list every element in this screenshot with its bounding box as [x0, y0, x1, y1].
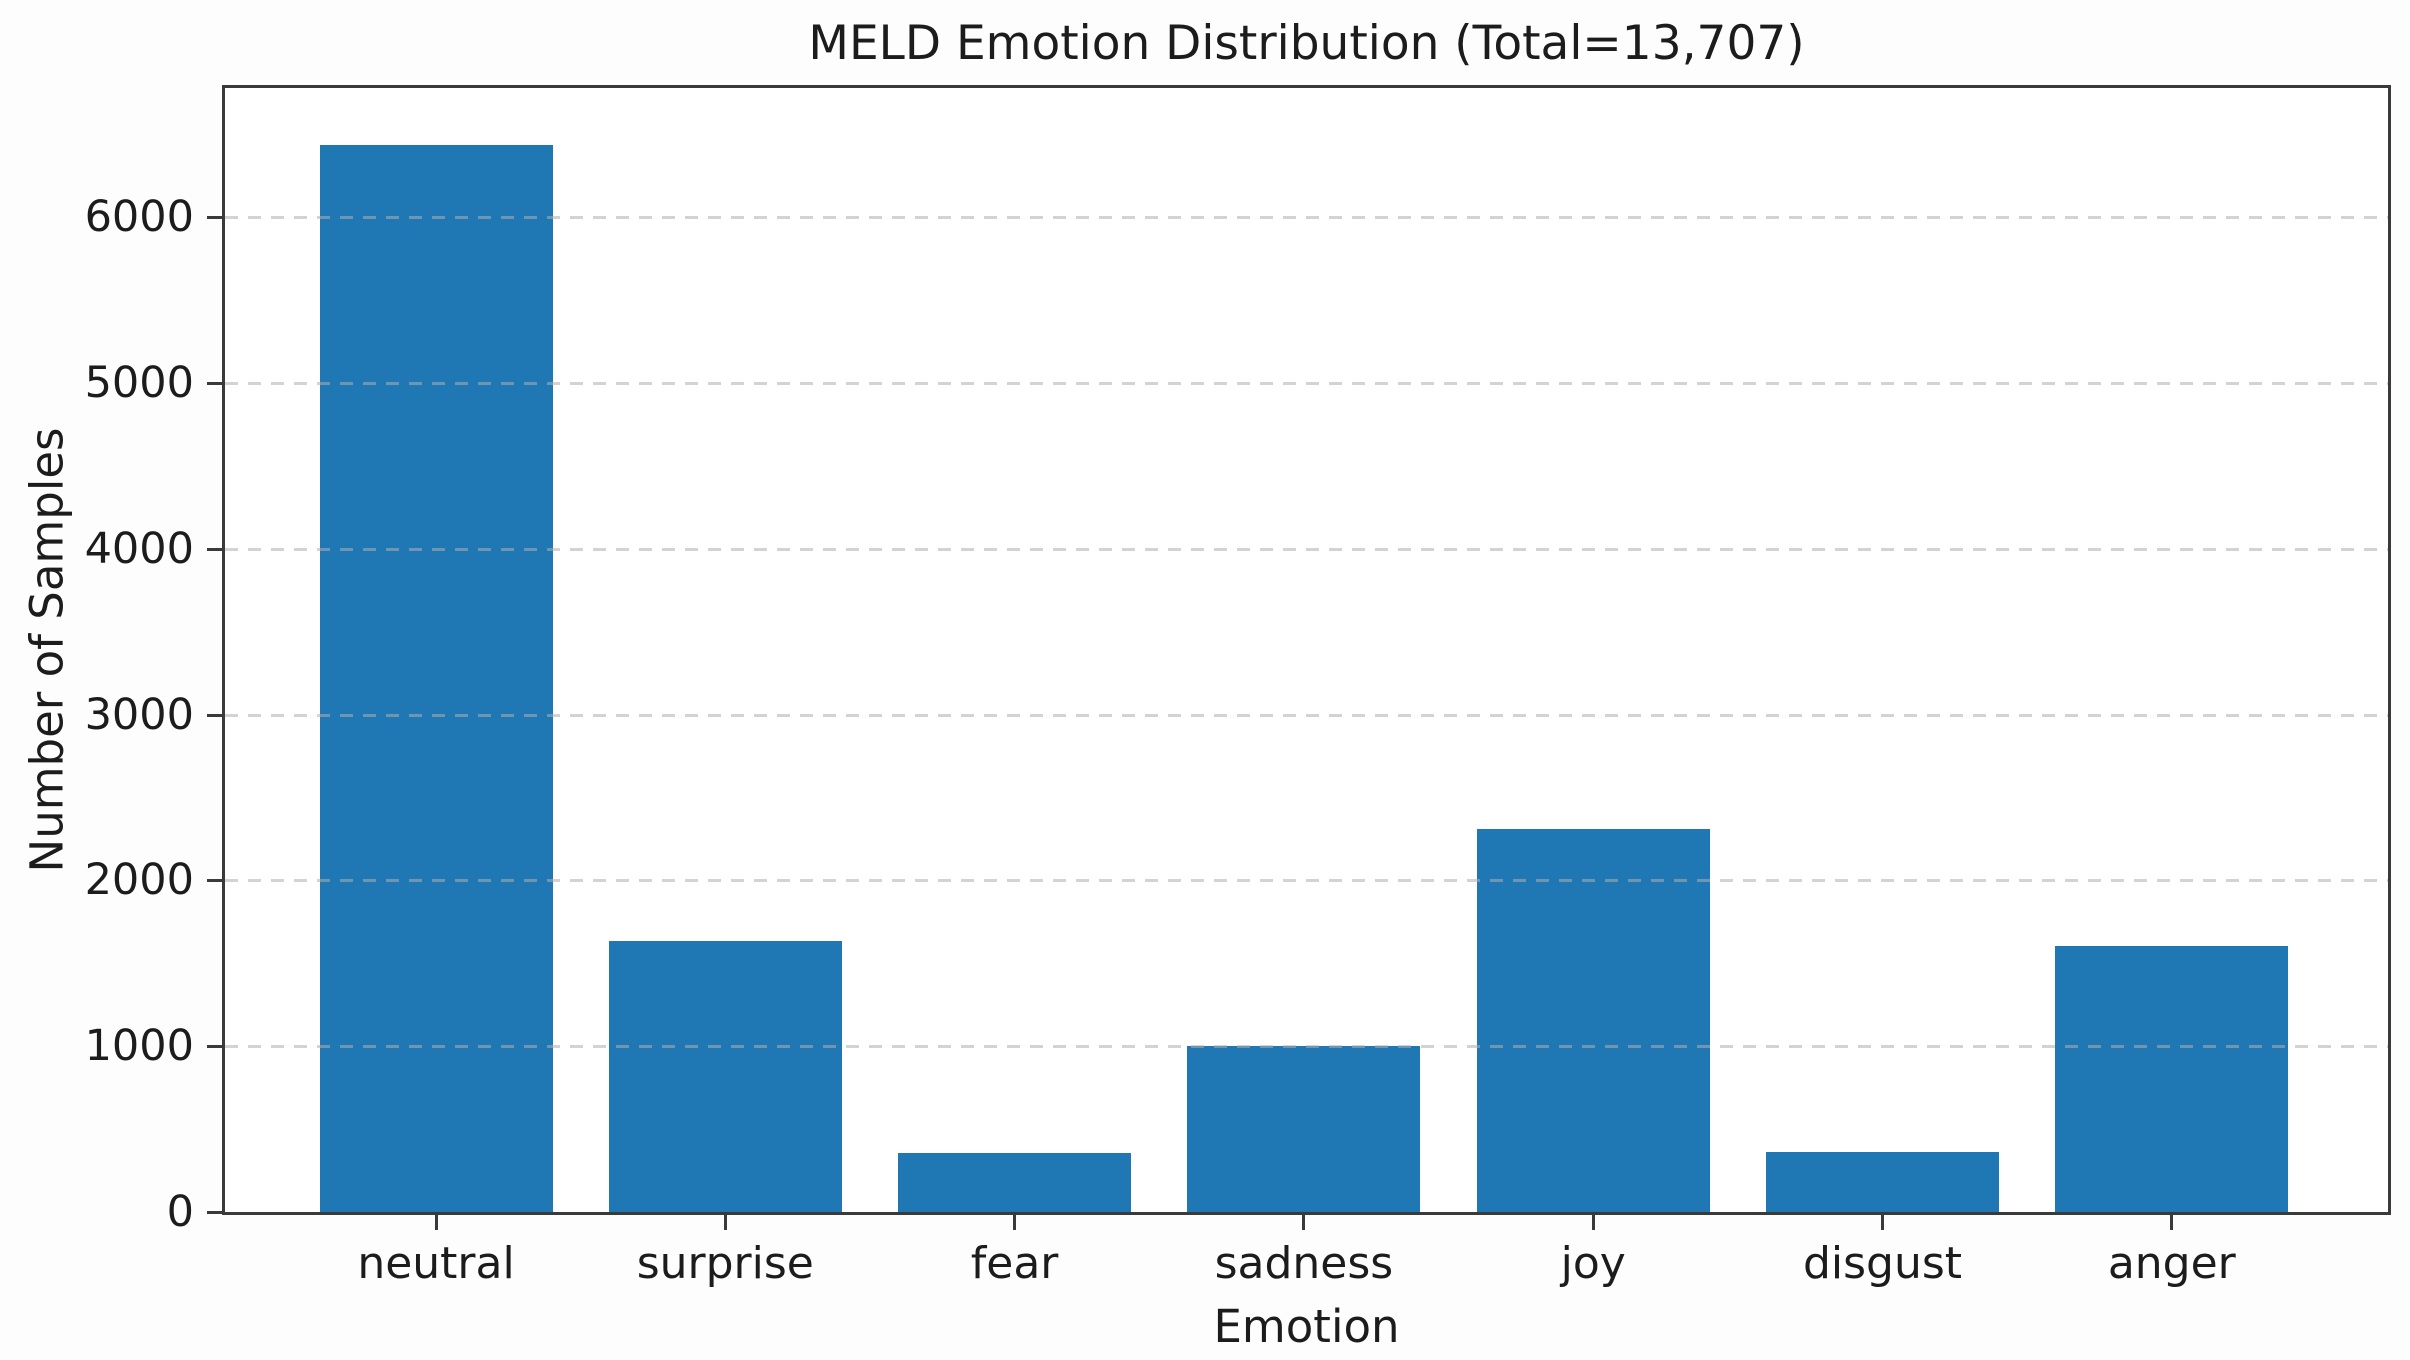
x-tick-label-neutral: neutral [357, 1238, 515, 1289]
x-tick-anger [2170, 1215, 2174, 1230]
y-axis-label: Number of Samples [20, 427, 74, 873]
chart-title: MELD Emotion Distribution (Total=13,707) [808, 16, 1805, 71]
x-tick-sadness [1302, 1215, 1306, 1230]
bar-anger [2055, 946, 2288, 1212]
gridline-4000 [225, 547, 2388, 551]
x-tick-label-fear: fear [970, 1238, 1059, 1289]
y-tick-label-4000: 4000 [84, 523, 194, 574]
y-tick-label-1000: 1000 [84, 1021, 194, 1072]
x-tick-surprise [723, 1215, 727, 1230]
gridline-2000 [225, 879, 2388, 883]
x-tick-label-sadness: sadness [1214, 1238, 1394, 1289]
y-tick-label-0: 0 [166, 1187, 194, 1237]
y-tick-3000 [207, 713, 222, 717]
x-tick-neutral [434, 1215, 438, 1230]
y-tick-1000 [207, 1045, 222, 1049]
x-tick-label-anger: anger [2107, 1238, 2236, 1289]
x-tick-label-surprise: surprise [636, 1238, 814, 1289]
bar-fear [898, 1153, 1131, 1212]
y-tick-label-5000: 5000 [84, 358, 194, 409]
y-tick-label-6000: 6000 [84, 192, 194, 243]
gridline-1000 [225, 1045, 2388, 1049]
y-tick-6000 [207, 216, 222, 220]
gridline-5000 [225, 382, 2388, 386]
gridline-3000 [225, 713, 2388, 717]
bar-sadness [1187, 1046, 1420, 1212]
x-axis-label: Emotion [1213, 1300, 1400, 1353]
bar-neutral [320, 145, 553, 1212]
y-tick-label-3000: 3000 [84, 689, 194, 740]
x-tick-disgust [1881, 1215, 1884, 1230]
y-tick-0 [207, 1211, 222, 1214]
x-tick-label-disgust: disgust [1802, 1238, 1963, 1289]
bar-surprise [609, 941, 842, 1212]
x-tick-fear [1013, 1215, 1017, 1230]
y-tick-4000 [207, 547, 222, 551]
x-tick-label-joy: joy [1560, 1238, 1626, 1289]
bar-joy [1477, 829, 1710, 1212]
x-tick-joy [1591, 1215, 1595, 1230]
gridline-6000 [225, 216, 2388, 220]
y-tick-5000 [207, 382, 222, 386]
plot-area [222, 85, 2391, 1215]
bar-disgust [1766, 1152, 1999, 1212]
y-tick-2000 [207, 879, 222, 883]
y-tick-label-2000: 2000 [84, 855, 194, 906]
